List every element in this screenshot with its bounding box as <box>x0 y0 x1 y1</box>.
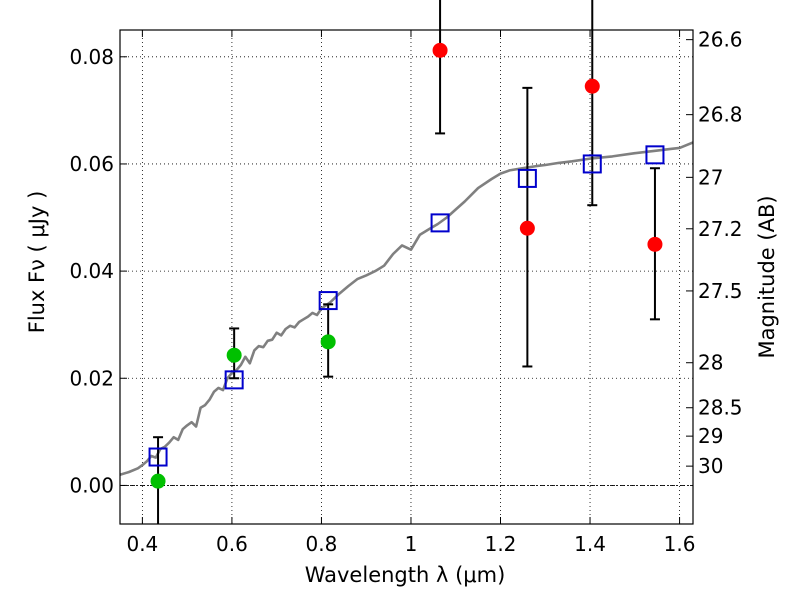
y2-tick-label: 30 <box>698 454 723 478</box>
y2-tick-label: 27 <box>698 165 723 189</box>
y-tick-label: 0.00 <box>69 473 114 497</box>
y2-tick-label: 29 <box>698 424 723 448</box>
observed-flux-point-red <box>647 236 663 252</box>
x-tick-label: 1 <box>405 532 418 556</box>
y2-tick-label: 26.6 <box>698 28 743 52</box>
y-axis-label: Flux Fν ( μJy ) <box>25 191 49 334</box>
model-flux-square <box>430 213 450 233</box>
observed-flux-point-green <box>226 347 242 363</box>
model-flux-square <box>645 145 665 165</box>
x-tick-label: 1.2 <box>485 532 517 556</box>
x-tick-label: 1.6 <box>664 532 696 556</box>
plot-area <box>120 141 693 476</box>
y-tick-label: 0.04 <box>69 259 114 283</box>
x-tick-label: 0.6 <box>216 532 248 556</box>
observed-flux-point-red <box>584 78 600 94</box>
error-bars <box>148 0 665 524</box>
model-flux-square <box>517 168 537 188</box>
observed-flux-point-green <box>320 334 336 350</box>
x-tick-label: 0.4 <box>126 532 158 556</box>
model-flux-square <box>582 154 602 174</box>
y2-tick-label: 27.2 <box>698 217 743 241</box>
y2-tick-label: 26.8 <box>698 103 743 127</box>
x-axis-label: Wavelength λ (μm) <box>305 563 506 587</box>
y-tick-label: 0.06 <box>69 152 114 176</box>
y-tick-label: 0.08 <box>69 45 114 69</box>
model-flux-square <box>224 370 244 390</box>
plot-frame <box>119 29 694 525</box>
model-flux-square <box>148 447 168 467</box>
model-flux-square <box>318 291 338 311</box>
observed-flux-point-red <box>519 220 535 236</box>
x-tick-label: 1.4 <box>574 532 606 556</box>
axis-ticks: 0.4 0.6 0.8 1 1.2 1.4 1.6 0.00 0.02 0.04 0.06 0.08 2… <box>69 28 742 556</box>
observed-flux-point-green <box>150 473 166 489</box>
y2-tick-label: 28.5 <box>698 396 743 420</box>
y2-tick-label: 27.5 <box>698 279 743 303</box>
template-spectrum-line <box>120 141 693 476</box>
observed-flux-point-red <box>432 42 448 58</box>
y2-axis-label: Magnitude (AB) <box>755 195 779 358</box>
y2-tick-label: 28 <box>698 351 723 375</box>
y-tick-label: 0.02 <box>69 366 114 390</box>
x-tick-label: 0.8 <box>306 532 338 556</box>
